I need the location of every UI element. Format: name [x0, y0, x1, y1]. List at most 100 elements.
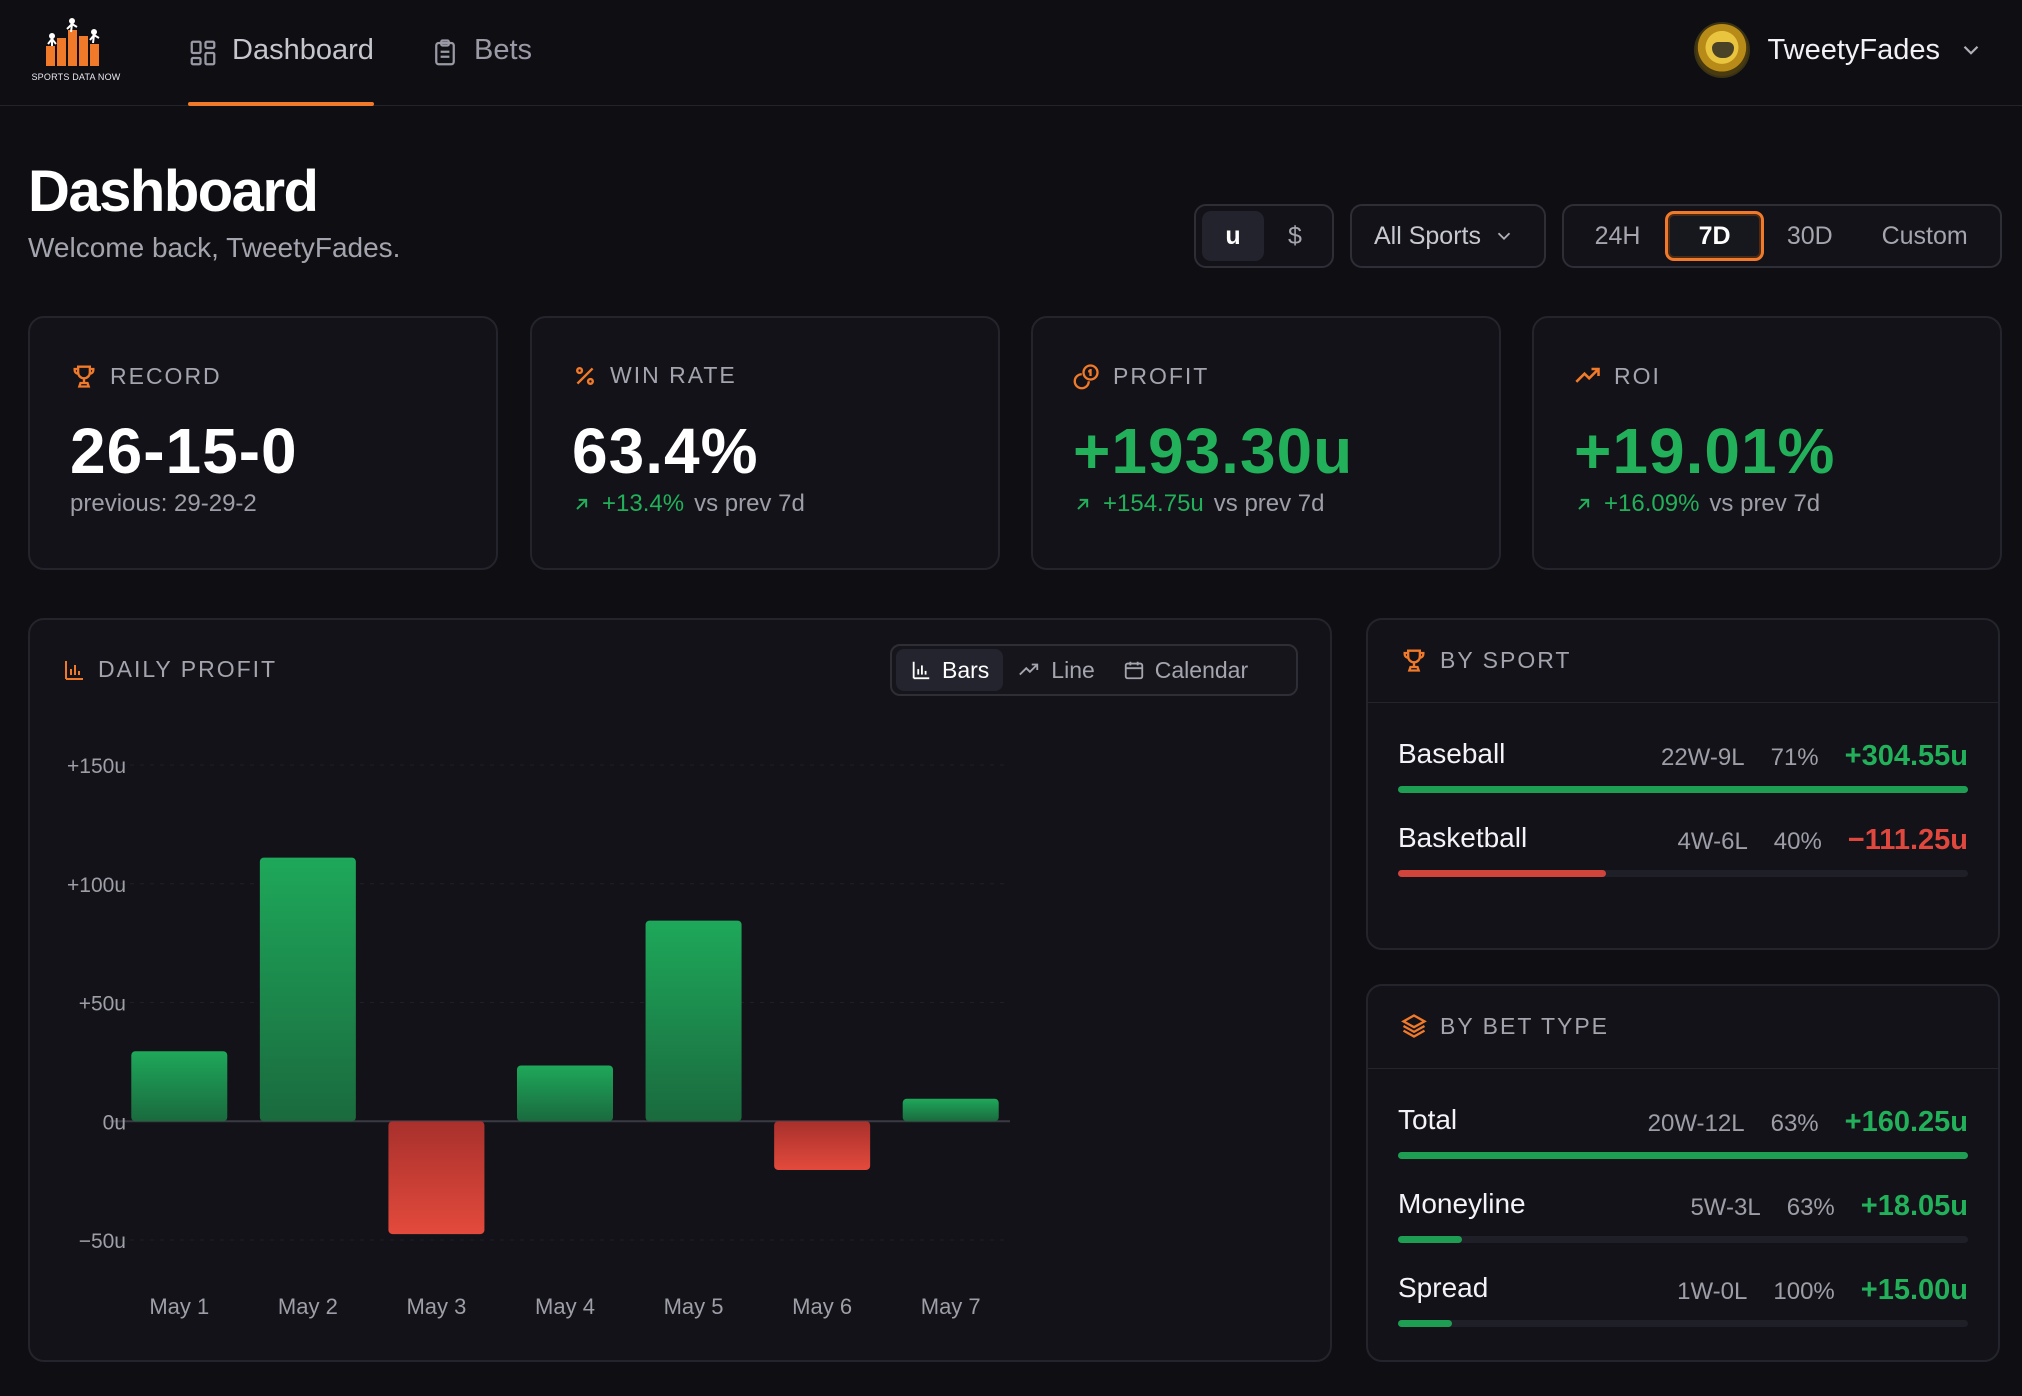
bar-chart-icon: [912, 661, 930, 680]
roi-delta: +16.09% vs prev 7d: [1574, 490, 1820, 518]
unit-units-button[interactable]: u: [1202, 211, 1264, 261]
trending-up-icon: [1575, 367, 1600, 383]
bar-chart-icon: [65, 660, 83, 680]
range-7d-button[interactable]: 7D: [1665, 211, 1765, 261]
spread-progress-fill: [1398, 1320, 1452, 1327]
roi-card: ROI +19.01% +16.09% vs prev 7d: [1532, 316, 2002, 570]
range-30d-button[interactable]: 30D: [1786, 221, 1833, 250]
chevron-down-icon: [1963, 45, 1979, 55]
avatar: [1693, 22, 1750, 78]
trending-up-icon: [1019, 663, 1039, 676]
profit-bar[interactable]: [517, 1065, 613, 1122]
trophy-icon: [73, 365, 95, 388]
profit-bar[interactable]: [645, 920, 742, 1122]
view-calendar-button[interactable]: Calendar: [1109, 649, 1262, 691]
y-tick-label: +150u: [67, 755, 126, 778]
profit-label: PROFIT: [1073, 362, 1209, 390]
x-tick-label: May 3: [406, 1294, 466, 1319]
arrow-up-right-icon: [1077, 498, 1089, 510]
chart-view-toggle: Bars Line Calendar: [890, 644, 1298, 696]
sport-row-baseball[interactable]: Baseball 22W-9L 71% +304.55u: [1398, 738, 1968, 772]
baseball-progress-fill: [1398, 786, 1968, 793]
profit-bar[interactable]: [388, 1121, 485, 1235]
x-tick-label: May 6: [792, 1294, 852, 1319]
total-progress-fill: [1398, 1152, 1968, 1159]
clipboard-icon: [435, 39, 455, 66]
daily-profit-label: DAILY PROFIT: [62, 656, 277, 683]
x-tick-label: May 1: [149, 1294, 209, 1319]
record-value: 26-15-0: [70, 415, 298, 487]
arrow-up-right-icon: [576, 498, 588, 510]
y-tick-label: +50u: [79, 993, 126, 1016]
baseball-progress-track: [1398, 786, 1968, 793]
unit-toggle: u $: [1194, 204, 1334, 268]
roi-value: +19.01%: [1574, 415, 1836, 487]
profit-value: +193.30u: [1073, 415, 1354, 487]
percent-icon: [576, 366, 594, 385]
trophy-icon: [1403, 649, 1425, 672]
layout-grid-icon: [190, 40, 216, 66]
user-menu[interactable]: TweetyFades: [1693, 22, 1984, 78]
profit-delta: +154.75u vs prev 7d: [1073, 490, 1325, 518]
chevron-down-icon: [1497, 232, 1511, 241]
roi-label: ROI: [1574, 362, 1661, 390]
total-progress-track: [1398, 1152, 1968, 1159]
layers-icon: [1401, 1014, 1427, 1038]
by-bet-type-panel: [1366, 984, 2000, 1362]
profit-card: PROFIT +193.30u +154.75u vs prev 7d: [1031, 316, 1501, 570]
profit-bar[interactable]: [902, 1098, 999, 1122]
view-bars-button[interactable]: Bars: [896, 649, 1004, 691]
sport-filter-dropdown[interactable]: All Sports: [1350, 204, 1546, 268]
brand-name: SPORTS DATA NOW: [31, 72, 121, 82]
tab-dashboard[interactable]: Dashboard: [188, 28, 374, 106]
podium-logo-icon: [46, 18, 100, 66]
win-rate-value: 63.4%: [572, 415, 759, 487]
profit-bar[interactable]: [259, 857, 356, 1122]
time-range-toggle: 24H 7D 30D Custom: [1562, 204, 2002, 268]
record-previous: previous: 29-29-2: [70, 490, 257, 517]
by-bet-type-label: BY BET TYPE: [1400, 1012, 1609, 1040]
range-24h-button[interactable]: 24H: [1594, 221, 1641, 250]
win-rate-card: WIN RATE 63.4% +13.4% vs prev 7d: [530, 316, 1000, 570]
moneyline-progress-fill: [1398, 1236, 1463, 1243]
coins-icon: [1073, 364, 1099, 390]
bet-type-row-spread[interactable]: Spread 1W-0L 100% +15.00u: [1398, 1272, 1968, 1306]
by-sport-divider: [1366, 702, 2000, 703]
welcome-text: Welcome back, TweetyFades.: [28, 232, 401, 263]
x-tick-label: May 5: [664, 1294, 724, 1319]
by-sport-label: BY SPORT: [1400, 646, 1571, 674]
range-custom-button[interactable]: Custom: [1881, 221, 1968, 250]
x-tick-label: May 4: [535, 1294, 595, 1319]
daily-profit-chart: −50u 0u +50u +100u +150u May 1 May 2 May 3 May 4…: [67, 755, 1010, 1319]
tab-bets-label: Bets: [474, 34, 533, 66]
by-bet-type-divider: [1366, 1068, 2000, 1069]
top-nav: SPORTS DATA NOW Dashboard Bets TweetyFad…: [0, 0, 2022, 106]
spread-progress-track: [1398, 1320, 1968, 1327]
moneyline-progress-track: [1398, 1236, 1968, 1243]
win-rate-delta: +13.4% vs prev 7d: [572, 490, 805, 518]
username: TweetyFades: [1767, 33, 1940, 66]
page-title: Dashboard: [28, 159, 319, 224]
profit-bar[interactable]: [774, 1121, 871, 1170]
record-label: RECORD: [70, 362, 222, 390]
sport-row-basketball[interactable]: Basketball 4W-6L 40% −111.25u: [1398, 822, 1968, 856]
y-tick-label: +100u: [67, 874, 126, 897]
win-rate-label: WIN RATE: [572, 362, 737, 389]
arrow-up-right-icon: [1578, 498, 1590, 510]
brand-logo[interactable]: SPORTS DATA NOW: [26, 16, 126, 86]
basketball-progress-track: [1398, 870, 1968, 877]
tab-dashboard-label: Dashboard: [232, 34, 374, 66]
tab-bets[interactable]: Bets: [430, 28, 532, 106]
x-tick-label: May 2: [278, 1294, 338, 1319]
sport-filter-value: All Sports: [1374, 221, 1481, 250]
x-tick-label: May 7: [921, 1294, 981, 1319]
profit-bar[interactable]: [131, 1051, 228, 1122]
bet-type-row-total[interactable]: Total 20W-12L 63% +160.25u: [1398, 1104, 1968, 1138]
basketball-progress-fill: [1398, 870, 1607, 877]
unit-dollars-button[interactable]: $: [1288, 221, 1302, 250]
by-sport-panel: [1366, 618, 2000, 950]
bet-type-row-moneyline[interactable]: Moneyline 5W-3L 63% +18.05u: [1398, 1188, 1968, 1222]
y-tick-label: 0u: [103, 1111, 126, 1134]
view-line-button[interactable]: Line: [1003, 649, 1108, 691]
y-tick-label: −50u: [79, 1230, 126, 1253]
